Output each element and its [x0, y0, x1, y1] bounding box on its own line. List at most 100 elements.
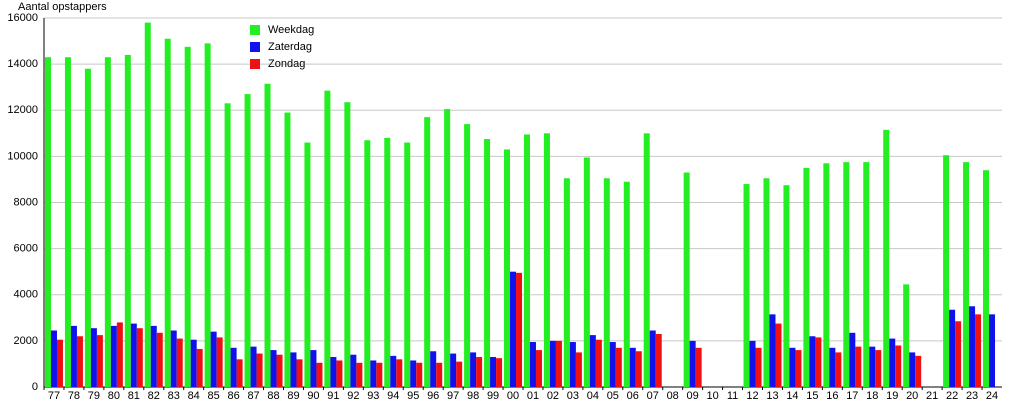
- bar: [404, 142, 411, 387]
- bar: [683, 172, 690, 387]
- x-tick-label: 80: [108, 390, 120, 400]
- legend-swatch: [250, 42, 260, 52]
- x-tick-label: 96: [427, 390, 439, 400]
- bar: [629, 347, 636, 387]
- legend-label: Weekdag: [268, 24, 314, 36]
- x-tick-label: 88: [267, 390, 279, 400]
- x-tick-label: 92: [347, 390, 359, 400]
- bar: [390, 355, 397, 387]
- bar: [64, 57, 71, 388]
- bar: [569, 342, 576, 387]
- x-tick-label: 99: [487, 390, 499, 400]
- bar: [635, 351, 642, 387]
- bar: [210, 331, 217, 387]
- bar: [276, 354, 283, 387]
- x-tick-label: 11: [727, 390, 738, 400]
- y-tick-label: 10000: [7, 150, 38, 162]
- bar: [803, 167, 810, 387]
- bar: [623, 181, 630, 387]
- bar: [384, 137, 391, 387]
- y-tick-label: 8000: [14, 196, 38, 208]
- bar: [436, 362, 443, 387]
- y-tick-label: 6000: [14, 243, 38, 255]
- bar: [835, 352, 842, 387]
- bar: [376, 362, 383, 387]
- bar: [755, 347, 762, 387]
- x-tick-label: 06: [627, 390, 639, 400]
- bar: [883, 129, 890, 387]
- bar: [589, 335, 596, 387]
- bar: [444, 109, 451, 388]
- bar: [264, 83, 271, 388]
- bar: [284, 112, 291, 388]
- x-tick-label: 14: [786, 390, 798, 400]
- bar: [244, 94, 251, 387]
- bar: [104, 57, 111, 388]
- bar: [410, 360, 417, 387]
- x-tick-label: 03: [567, 390, 579, 400]
- bar: [296, 359, 303, 387]
- legend-label: Zaterdag: [268, 41, 312, 53]
- bar: [823, 163, 830, 387]
- bar: [829, 347, 836, 387]
- x-tick-label: 07: [647, 390, 659, 400]
- bar: [909, 352, 916, 387]
- bar: [456, 361, 463, 387]
- x-tick-label: 04: [587, 390, 599, 400]
- bar: [204, 43, 211, 388]
- bar: [643, 133, 650, 387]
- bar: [649, 330, 656, 387]
- x-tick-label: 91: [327, 390, 339, 400]
- bar: [370, 360, 377, 387]
- bar: [949, 309, 956, 387]
- bar: [863, 162, 870, 387]
- bar: [130, 323, 137, 387]
- y-tick-label: 4000: [14, 289, 38, 301]
- bar: [344, 102, 351, 387]
- bar: [523, 134, 530, 387]
- x-tick-label: 79: [88, 390, 100, 400]
- bar: [76, 336, 83, 387]
- bar: [535, 350, 542, 387]
- bar: [583, 157, 590, 387]
- bar: [516, 272, 523, 387]
- bar: [116, 322, 123, 387]
- bar: [364, 140, 371, 387]
- bar: [603, 178, 610, 387]
- bar: [543, 133, 550, 387]
- bar: [256, 353, 263, 387]
- bar: [595, 339, 602, 387]
- x-tick-label: 10: [706, 390, 718, 400]
- x-tick-label: 77: [48, 390, 60, 400]
- bar: [689, 340, 696, 387]
- bar: [843, 162, 850, 387]
- bar: [490, 357, 497, 387]
- bar: [96, 335, 103, 387]
- bar: [903, 284, 910, 387]
- bar: [464, 124, 471, 388]
- legend-swatch: [250, 25, 260, 35]
- bar: [763, 178, 770, 387]
- bar: [136, 328, 143, 387]
- y-tick-label: 0: [32, 381, 38, 393]
- x-tick-label: 20: [906, 390, 918, 400]
- bar: [484, 139, 491, 387]
- x-tick-label: 05: [607, 390, 619, 400]
- y-tick-label: 12000: [7, 104, 38, 116]
- x-tick-label: 24: [986, 390, 998, 400]
- bar: [815, 337, 822, 387]
- x-tick-label: 83: [168, 390, 180, 400]
- bar: [430, 351, 437, 387]
- bar: [56, 339, 63, 387]
- bar: [549, 340, 556, 387]
- bar: [529, 342, 536, 387]
- bar: [695, 347, 702, 387]
- x-tick-label: 95: [407, 390, 419, 400]
- bar: [144, 22, 151, 388]
- x-tick-label: 82: [148, 390, 160, 400]
- x-tick-label: 86: [227, 390, 239, 400]
- x-tick-label: 89: [287, 390, 299, 400]
- bar: [915, 355, 922, 387]
- bar: [184, 46, 191, 387]
